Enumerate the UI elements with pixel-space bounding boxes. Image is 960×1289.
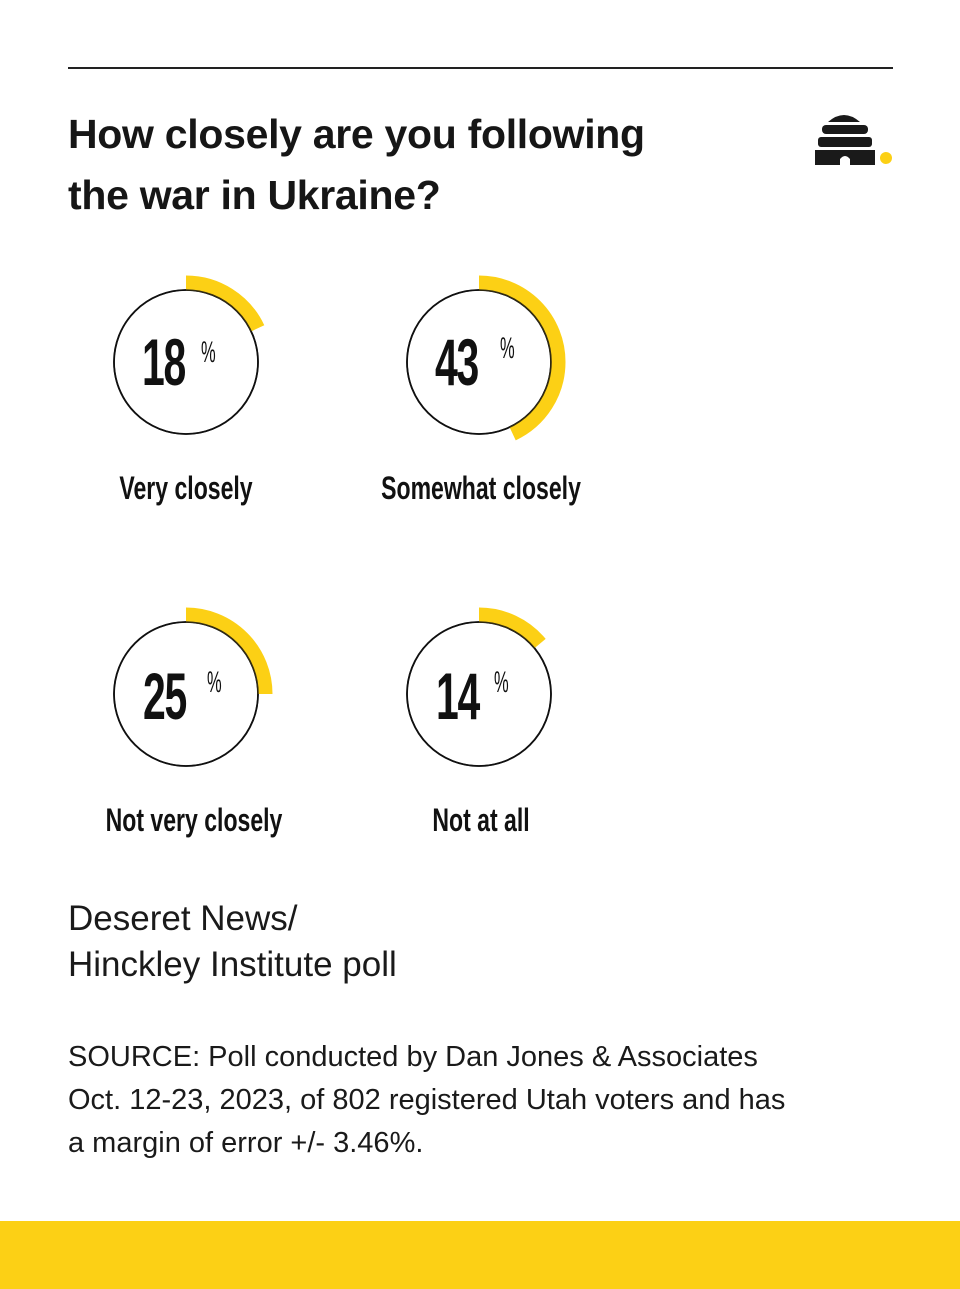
ring-graphic: [99, 275, 273, 449]
ring-value: 14: [436, 659, 480, 733]
ring-graphic: [99, 607, 273, 781]
footer-bar: [0, 1221, 960, 1289]
ring-not-very-closely: 25 %: [86, 594, 286, 794]
chart-subtitle: Deseret News/ Hinckley Institute poll: [68, 896, 397, 988]
subtitle-line-2: Hinckley Institute poll: [68, 945, 397, 984]
subtitle-line-1: Deseret News/: [68, 899, 298, 938]
ring-unit: %: [500, 332, 515, 365]
ring-label: Somewhat closely: [381, 470, 581, 506]
ring-very-closely: 18 %: [86, 262, 286, 462]
source-line-2: Oct. 12-23, 2023, of 802 registered Utah…: [68, 1084, 786, 1116]
ring-label: Very closely: [119, 470, 253, 506]
ring-label: Not very closely: [105, 802, 283, 838]
source-line-1: SOURCE: Poll conducted by Dan Jones & As…: [68, 1041, 758, 1073]
ring-value: 18: [142, 325, 186, 399]
ring-unit: %: [207, 666, 222, 699]
source-note: SOURCE: Poll conducted by Dan Jones & As…: [68, 1036, 948, 1165]
top-rule: [68, 67, 893, 69]
ring-value: 43: [435, 325, 479, 399]
ring-label: Not at all: [432, 802, 530, 838]
ring-unit: %: [494, 666, 509, 699]
ring-somewhat-closely: 43 %: [379, 262, 579, 462]
source-line-3: a margin of error +/- 3.46%.: [68, 1127, 424, 1159]
logo-dot: [880, 152, 892, 164]
ring-unit: %: [201, 336, 216, 369]
chart-title: How closely are you following the war in…: [68, 104, 768, 226]
ring-graphic: [392, 275, 566, 449]
title-line-2: the war in Ukraine?: [68, 172, 441, 218]
ring-not-at-all: 14 %: [379, 594, 579, 794]
title-line-1: How closely are you following: [68, 111, 645, 157]
beehive-icon: [812, 110, 896, 170]
ring-graphic: [392, 607, 566, 781]
ring-value: 25: [143, 659, 187, 733]
